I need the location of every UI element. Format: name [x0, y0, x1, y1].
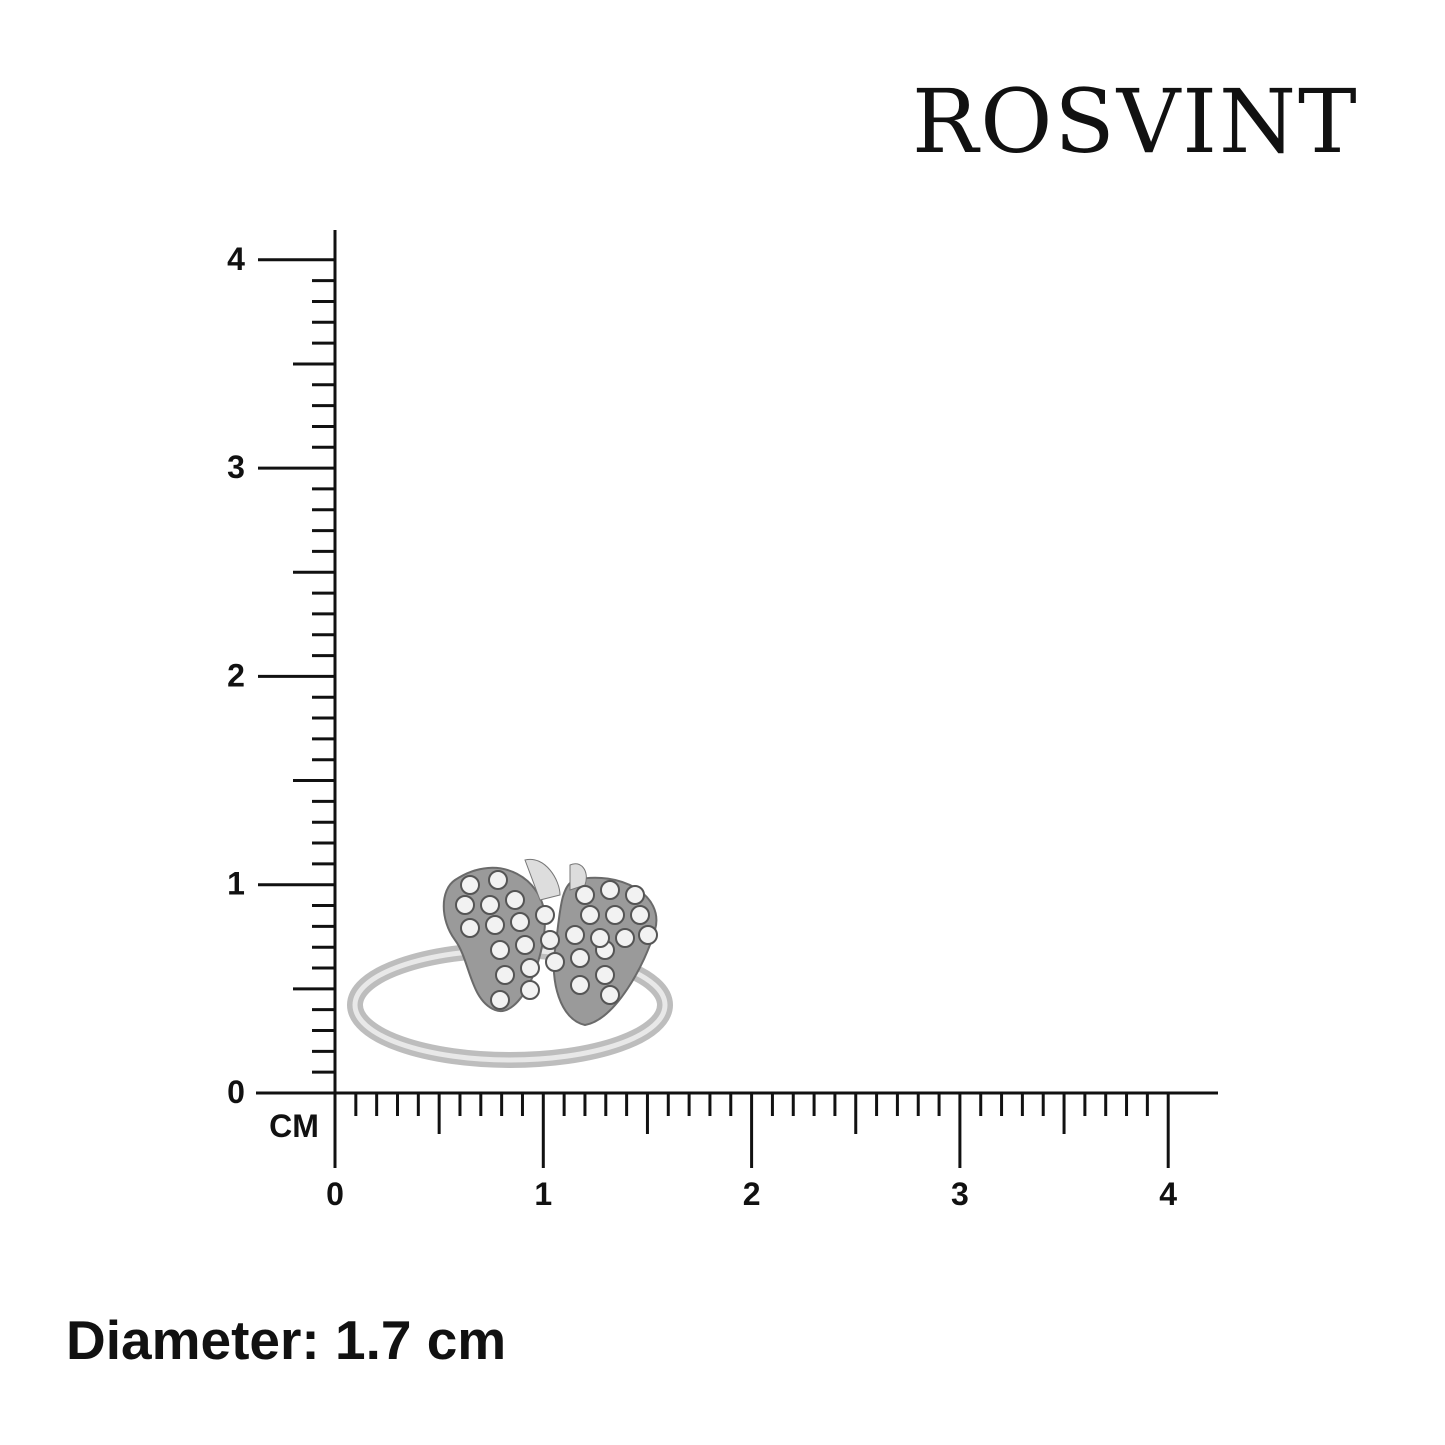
stone — [510, 912, 530, 932]
stone — [600, 880, 620, 900]
stone — [625, 885, 645, 905]
y-tick-label: 2 — [227, 657, 245, 693]
stone — [460, 875, 480, 895]
stone — [570, 948, 590, 968]
stone — [488, 870, 508, 890]
stone — [540, 930, 560, 950]
stone — [505, 890, 525, 910]
unit-label: CM — [269, 1108, 319, 1144]
stone — [605, 905, 625, 925]
stone — [485, 915, 505, 935]
stone — [545, 952, 565, 972]
stone — [600, 985, 620, 1005]
stone — [590, 928, 610, 948]
stone — [580, 905, 600, 925]
y-tick-label: 0 — [227, 1074, 245, 1110]
x-tick-label: 0 — [326, 1176, 344, 1212]
ring-image — [347, 858, 673, 1068]
stone — [490, 940, 510, 960]
stone — [520, 980, 540, 1000]
logo-text: ROSVINT — [912, 70, 1359, 173]
ruler: 0 1 2 3 4 0 1 2 3 4 CM — [227, 230, 1218, 1212]
stone — [638, 925, 658, 945]
y-tick-label: 1 — [227, 866, 245, 902]
stone — [595, 965, 615, 985]
stone — [570, 975, 590, 995]
x-tick-label: 3 — [951, 1176, 969, 1212]
stone — [495, 965, 515, 985]
stone — [460, 918, 480, 938]
stone — [615, 928, 635, 948]
y-tick-label: 4 — [227, 241, 245, 277]
stone — [520, 958, 540, 978]
x-tick-label: 1 — [534, 1176, 552, 1212]
x-tick-label: 4 — [1159, 1176, 1177, 1212]
stone — [480, 895, 500, 915]
stone — [535, 905, 555, 925]
stone — [630, 905, 650, 925]
brand-logo: ROSVINT — [912, 78, 1359, 166]
stone — [455, 895, 475, 915]
y-tick-label: 3 — [227, 449, 245, 485]
stone — [490, 990, 510, 1010]
stone — [515, 935, 535, 955]
x-tick-label: 2 — [743, 1176, 761, 1212]
diameter-caption: Diameter: 1.7 cm — [66, 1309, 507, 1371]
stone — [575, 885, 595, 905]
stone — [565, 925, 585, 945]
